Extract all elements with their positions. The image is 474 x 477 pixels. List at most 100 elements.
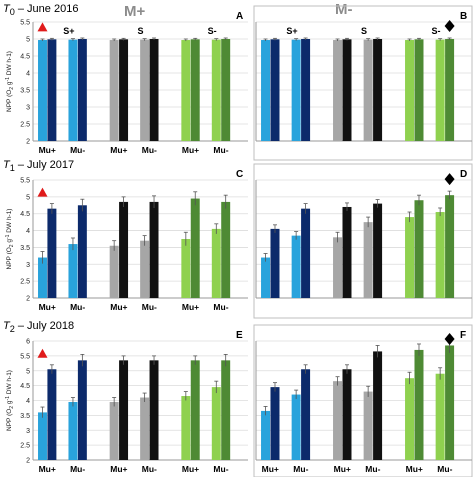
panel-a: 2 2.5 3 3.5 4 4.5 5 5.5 NPP (O2 g-1 DW h-1) A Mu+ M… bbox=[5, 11, 248, 155]
bar-s-muplus-dark bbox=[342, 39, 352, 142]
y-tick-label: 5 bbox=[26, 37, 30, 44]
bar-s-muplus-dark bbox=[119, 39, 129, 142]
category-label: Mu+ bbox=[182, 145, 199, 155]
panel-letter: C bbox=[236, 169, 243, 180]
bar-splus-muplus-dark bbox=[270, 387, 280, 460]
y-tick-label: 5 bbox=[26, 368, 30, 375]
bar-s-muplus-light bbox=[109, 401, 119, 460]
bar-splus-muminus-light bbox=[291, 39, 301, 141]
panel-letter: F bbox=[460, 330, 466, 341]
group-label: S- bbox=[432, 26, 441, 36]
y-tick-label: 2.5 bbox=[20, 279, 30, 286]
panel-d: D bbox=[253, 163, 473, 319]
bar-splus-muminus-dark bbox=[77, 39, 87, 141]
bar-splus-muplus-dark bbox=[47, 369, 57, 460]
bar-sminus-muminus-dark bbox=[445, 39, 455, 141]
diamond-marker bbox=[444, 333, 455, 345]
panel-c: 2 2.5 3 3.5 4 4.5 5 5.5 NPP (O2 g-1 DW h-1) C Mu+ M… bbox=[5, 169, 248, 312]
category-label: Mu- bbox=[365, 464, 380, 474]
category-label: Mu- bbox=[213, 302, 228, 312]
bar-sminus-muplus-light bbox=[181, 239, 191, 298]
y-tick-label: 4 bbox=[26, 71, 30, 78]
group-label: S+ bbox=[286, 26, 297, 36]
bar-splus-muminus-dark bbox=[301, 208, 311, 298]
diamond-marker bbox=[444, 19, 455, 32]
bar-splus-muminus-dark bbox=[77, 205, 87, 298]
bar-splus-muplus-light bbox=[261, 410, 271, 460]
bar-s-muplus-light bbox=[333, 381, 343, 460]
bar-s-muplus-dark bbox=[119, 360, 129, 460]
bar-s-muminus-light bbox=[363, 222, 373, 298]
diamond-marker bbox=[444, 173, 455, 186]
bar-sminus-muplus-light bbox=[405, 378, 415, 460]
y-tick-label: 2 bbox=[26, 458, 30, 465]
y-tick-label: 4.5 bbox=[20, 383, 30, 390]
bar-splus-muplus-light bbox=[261, 257, 271, 298]
treatment-label-mminus: M- bbox=[335, 1, 353, 18]
bar-sminus-muplus-dark bbox=[190, 360, 200, 460]
y-tick-label: 3.5 bbox=[20, 88, 30, 95]
bar-s-muplus-light bbox=[333, 237, 343, 298]
bar-splus-muminus-dark bbox=[301, 369, 311, 460]
bar-splus-muplus-dark bbox=[270, 39, 280, 142]
y-tick-label: 5.5 bbox=[20, 178, 30, 185]
y-tick-label: 3 bbox=[26, 428, 30, 435]
panel-letter: D bbox=[460, 169, 467, 180]
treatment-label-mplus: M+ bbox=[124, 3, 146, 20]
category-label: Mu+ bbox=[406, 464, 423, 474]
y-tick-label: 2.5 bbox=[20, 443, 30, 450]
bar-sminus-muplus-light bbox=[405, 217, 415, 298]
category-label: Mu- bbox=[70, 302, 85, 312]
triangle-marker bbox=[37, 187, 48, 197]
bar-s-muminus-light bbox=[363, 391, 373, 460]
bar-splus-muminus-dark bbox=[77, 360, 87, 460]
bar-splus-muminus-dark bbox=[301, 39, 311, 141]
y-tick-label: 5 bbox=[26, 194, 30, 201]
bar-splus-muminus-light bbox=[68, 244, 78, 298]
bar-s-muplus-dark bbox=[342, 206, 352, 298]
bar-s-muplus-light bbox=[109, 40, 119, 141]
category-label: Mu- bbox=[213, 145, 228, 155]
y-tick-label: 3.5 bbox=[20, 245, 30, 252]
bar-s-muplus-dark bbox=[119, 201, 129, 298]
triangle-marker bbox=[37, 348, 48, 358]
category-label: Mu- bbox=[142, 145, 157, 155]
bar-sminus-muplus-dark bbox=[414, 39, 424, 142]
bar-sminus-muminus-light bbox=[435, 373, 445, 460]
bar-splus-muminus-light bbox=[291, 235, 301, 298]
bar-splus-muminus-light bbox=[68, 39, 78, 141]
bar-sminus-muminus-dark bbox=[221, 201, 231, 298]
bar-s-muplus-light bbox=[109, 245, 119, 298]
bar-splus-muminus-light bbox=[291, 394, 301, 460]
bar-sminus-muplus-light bbox=[181, 40, 191, 141]
panel-e: 2 2.5 3 3.5 4 4.5 5 5.5 6 NPP (O2 g-1 DW h-1) E Mu+… bbox=[5, 330, 248, 474]
category-label: Mu+ bbox=[39, 302, 56, 312]
panel-letter: A bbox=[236, 11, 243, 22]
bar-s-muminus-dark bbox=[373, 351, 383, 460]
bar-sminus-muminus-dark bbox=[221, 39, 231, 141]
panel-frame bbox=[253, 324, 473, 477]
bar-sminus-muplus-light bbox=[405, 40, 415, 141]
y-tick-label: 5.5 bbox=[20, 20, 30, 27]
bar-s-muminus-light bbox=[140, 39, 150, 141]
bar-sminus-muminus-dark bbox=[445, 195, 455, 298]
y-tick-label: 2 bbox=[26, 139, 30, 146]
bar-splus-muplus-dark bbox=[47, 39, 57, 142]
bar-s-muminus-dark bbox=[373, 39, 383, 141]
bar-sminus-muminus-light bbox=[435, 212, 445, 298]
group-label: S- bbox=[208, 26, 217, 36]
y-axis-label: NPP (O2 g-1 DW h-1) bbox=[5, 51, 15, 112]
bar-s-muminus-dark bbox=[149, 360, 159, 460]
group-label: S+ bbox=[63, 26, 74, 36]
bar-s-muminus-light bbox=[140, 240, 150, 298]
y-tick-label: 4 bbox=[26, 228, 30, 235]
row-title-t2: T2 – July 2018 bbox=[3, 320, 75, 335]
bar-sminus-muminus-dark bbox=[221, 360, 231, 460]
bar-sminus-muplus-dark bbox=[414, 349, 424, 460]
bar-sminus-muminus-light bbox=[211, 387, 221, 460]
y-tick-label: 4.5 bbox=[20, 54, 30, 61]
bar-s-muplus-light bbox=[333, 40, 343, 141]
row-title-t0: T0 – June 2016 bbox=[3, 3, 79, 18]
bar-splus-muplus-light bbox=[261, 40, 271, 141]
